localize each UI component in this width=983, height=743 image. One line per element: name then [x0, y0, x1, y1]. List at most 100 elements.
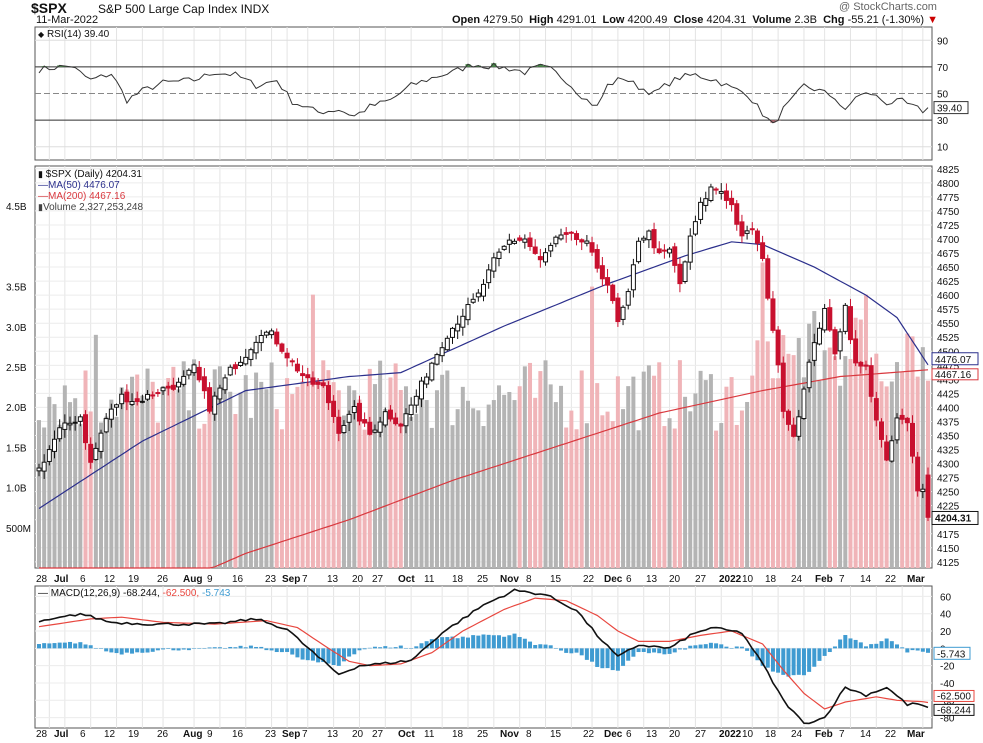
volume-bar	[646, 365, 651, 568]
volume-bar	[310, 294, 315, 568]
candle-body	[610, 284, 616, 302]
macd-histogram-bar	[434, 638, 439, 649]
volume-bar	[497, 385, 502, 568]
volume-bar	[590, 286, 595, 568]
candle-body	[517, 237, 523, 241]
candle-body	[553, 236, 559, 245]
volume-bar	[331, 382, 336, 568]
candle-body	[134, 398, 140, 402]
macd-histogram-bar	[150, 648, 155, 652]
candle-body	[119, 393, 125, 405]
macd-histogram-bar	[739, 646, 744, 649]
macd-histogram-bar	[52, 643, 57, 649]
candle-body	[475, 292, 481, 298]
macd-histogram-bar	[465, 637, 470, 649]
candle-body	[186, 369, 192, 376]
candle-body	[925, 474, 931, 518]
candle-body	[444, 337, 450, 351]
candle-body	[796, 416, 802, 437]
rsi-legend-icon: ◆	[38, 30, 45, 39]
volume-bar	[414, 413, 419, 568]
macd-histogram-bar	[512, 633, 517, 649]
candle-body	[382, 411, 388, 426]
candle-body	[832, 329, 838, 355]
candle-body	[253, 341, 259, 354]
candle-body	[98, 432, 104, 452]
price-tick-label: 4675	[937, 249, 960, 260]
candle-body	[548, 244, 554, 252]
macd-histogram-bar	[765, 648, 770, 668]
volume-bar	[42, 427, 47, 568]
volume-bar	[626, 386, 631, 568]
candle-body	[181, 375, 187, 385]
macd-histogram-bar	[352, 648, 357, 655]
volume-bar	[166, 378, 171, 568]
price-tick-label: 4600	[937, 291, 960, 302]
volume-bar	[683, 396, 688, 568]
x-tick-label: Sep	[282, 729, 300, 740]
x-tick-label: 22	[885, 574, 897, 585]
x-tick-label: 22	[885, 729, 897, 740]
x-tick-label: 26	[157, 729, 169, 740]
macd-histogram-bar	[409, 648, 414, 649]
volume-legend-text: Volume 2,327,253,248	[42, 202, 144, 213]
macd-signal-last-label: -62.500	[937, 691, 971, 702]
macd-histogram-bar	[734, 646, 739, 649]
low-value: 4200.49	[627, 14, 668, 26]
candle-body	[72, 421, 78, 424]
candle-body	[289, 360, 295, 363]
volume-legend-icon: ▮	[38, 202, 43, 212]
chg-value: -55.21 (-1.30%)	[847, 14, 924, 26]
volume-bar	[145, 368, 150, 568]
x-tick-label: 6	[626, 574, 632, 585]
macd-histogram-bar	[646, 648, 651, 654]
macd-histogram-bar	[445, 637, 450, 649]
volume-bar	[186, 410, 191, 568]
candle-body	[899, 414, 905, 420]
macd-histogram-bar	[528, 641, 533, 649]
rsi-last-label: 39.40	[937, 104, 962, 115]
macd-legend: — MACD(12,26,9) -68.244, -62.500, -5.743	[38, 588, 230, 599]
macd-histogram-bar	[729, 648, 734, 649]
macd-histogram-bar	[621, 648, 626, 666]
volume-bar	[68, 402, 73, 568]
price-last-box	[931, 510, 979, 525]
macd-histogram-bar	[662, 648, 667, 655]
x-tick-label: 8	[526, 729, 532, 740]
volume-bar	[269, 362, 274, 568]
candle-body	[775, 329, 781, 366]
macd-panel: 6040200-20-40-60-80-5.743-62.500-68.244	[35, 588, 975, 725]
x-tick-label: Aug	[183, 574, 202, 585]
macd-histogram-bar	[698, 644, 703, 649]
candle-body	[429, 362, 435, 381]
volume-bar	[393, 363, 398, 568]
ma200-legend: —MA(200) 4467.16	[38, 191, 125, 202]
candle-body	[124, 391, 130, 403]
candle-body	[331, 400, 337, 418]
macd-legend-label: MACD(12,26,9)	[50, 588, 121, 599]
volume-bar	[714, 430, 719, 568]
macd-signal-line	[38, 597, 929, 710]
macd-legend-value: -68.244,	[123, 588, 160, 599]
candle-body	[413, 395, 419, 406]
macd-histogram-bar	[610, 648, 615, 671]
macd-histogram-bar	[693, 645, 698, 649]
candle-body	[915, 456, 921, 492]
volume-bar	[445, 370, 450, 568]
macd-histogram-bar	[590, 648, 595, 662]
x-tick-label: 16	[232, 574, 244, 585]
candle-body	[491, 257, 497, 272]
x-tick-label: 18	[452, 574, 464, 585]
x-tick-label: Oct	[398, 729, 415, 740]
ma50-line	[38, 241, 929, 510]
macd-histogram-bar	[295, 648, 300, 658]
volume-bar	[295, 386, 300, 568]
ma200-line	[39, 369, 929, 569]
macd-histogram-bar	[62, 642, 67, 649]
rsi-last-box	[933, 101, 969, 115]
volume-bar	[398, 390, 403, 568]
volume-bar	[114, 416, 119, 568]
volume-bar	[853, 317, 858, 568]
candle-body	[367, 421, 373, 435]
macd-histogram-bar	[274, 648, 279, 653]
